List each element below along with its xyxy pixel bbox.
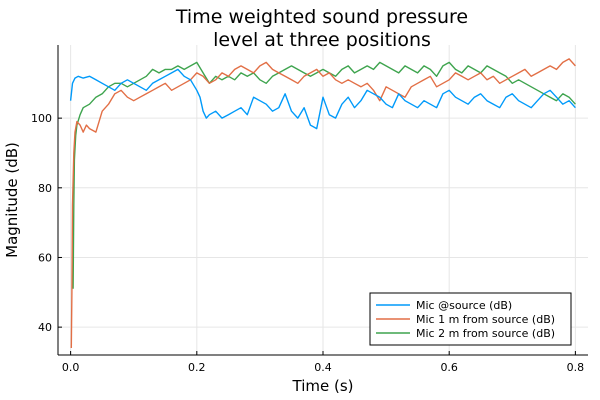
x-axis-label: Time (s)	[292, 377, 354, 395]
y-axis-label: Magnitude (dB)	[3, 142, 21, 258]
x-tick-label: 0.4	[314, 361, 332, 374]
chart-title-line-2: level at three positions	[213, 29, 431, 51]
x-tick-label: 0.0	[62, 361, 80, 374]
y-ticks: 40 60 80 100	[31, 112, 62, 334]
legend-label-mic-2m: Mic 2 m from source (dB)	[416, 327, 555, 340]
x-tick-label: 0.2	[188, 361, 206, 374]
y-tick-label: 100	[31, 112, 52, 125]
series-line-2	[72, 61, 576, 289]
series-line-1	[70, 58, 576, 349]
y-tick-label: 80	[38, 182, 52, 195]
x-tick-label: 0.8	[567, 361, 585, 374]
x-tick-label: 0.6	[440, 361, 458, 374]
x-ticks: 0.0 0.2 0.4 0.6 0.8	[62, 351, 584, 374]
legend-label-mic-source: Mic @source (dB)	[416, 299, 512, 312]
legend-label-mic-1m: Mic 1 m from source (dB)	[416, 313, 555, 326]
series-line-0	[69, 68, 576, 130]
chart-title-line-1: Time weighted sound pressure	[175, 6, 468, 28]
legend: Mic @source (dB) Mic 1 m from source (dB…	[369, 292, 572, 346]
y-tick-label: 40	[38, 321, 52, 334]
series-lines	[69, 58, 576, 349]
y-tick-label: 60	[38, 251, 52, 264]
